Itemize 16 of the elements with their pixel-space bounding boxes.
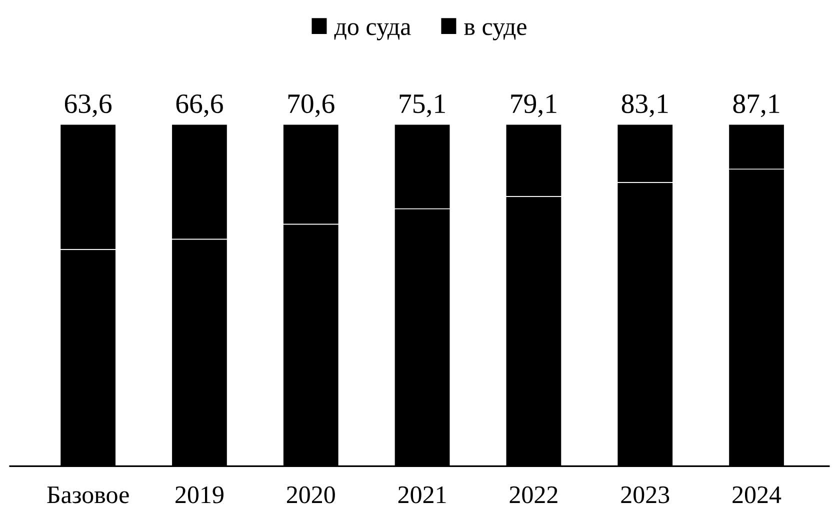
x-tick-label: 2021	[398, 486, 446, 504]
x-tick-label: 2019	[176, 486, 224, 504]
x-tick-label: 2020	[286, 486, 335, 504]
annotation: 79,1	[511, 94, 556, 118]
annotation: 75,1	[400, 94, 445, 118]
annotation: 66,6	[176, 94, 223, 118]
annotation: 87,1	[733, 94, 780, 118]
annotation: 70,6	[288, 94, 334, 118]
x-tick-label: 2022	[510, 486, 558, 504]
x-tick-label: 2024	[732, 486, 782, 504]
annotation: 83,1	[622, 94, 668, 118]
annotation: 63,6	[64, 94, 112, 118]
legend-label: до суда	[334, 23, 411, 40]
x-tick-label: Базовое	[47, 486, 129, 504]
legend-label: в суде	[464, 23, 526, 40]
x-tick-label: 2023	[621, 486, 670, 504]
